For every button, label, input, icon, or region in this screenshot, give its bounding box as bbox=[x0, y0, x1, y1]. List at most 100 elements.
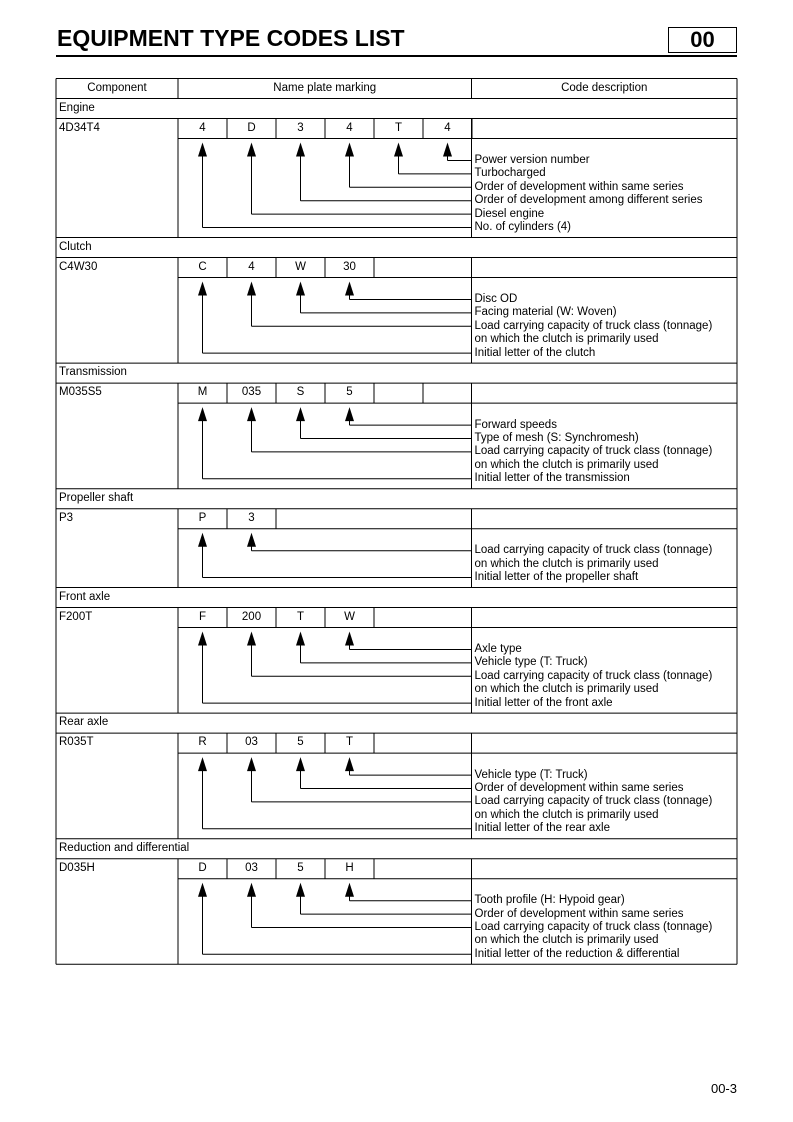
component-model: 4D34T4 bbox=[59, 121, 100, 134]
code-cell: 03 bbox=[245, 736, 258, 749]
code-cell: T bbox=[345, 736, 354, 749]
code-cell: S bbox=[296, 386, 305, 399]
component-model: P3 bbox=[59, 511, 74, 524]
code-description-line: Disc OD bbox=[474, 293, 518, 305]
code-cell: 4 bbox=[199, 121, 206, 134]
code-description-line: on which the clutch is primarily used bbox=[474, 458, 659, 471]
code-cell: D bbox=[247, 121, 256, 134]
arrow-up-icon bbox=[247, 532, 256, 547]
code-description-line: Tooth profile (H: Hypoid gear) bbox=[474, 894, 625, 907]
arrow-up-icon bbox=[198, 142, 207, 157]
arrow-up-icon bbox=[296, 407, 305, 422]
code-description-line: Power version number bbox=[474, 154, 590, 166]
code-cell: 3 bbox=[297, 121, 304, 134]
code-description-line: Order of development within same series bbox=[474, 782, 684, 794]
section-header-engine: Engine bbox=[59, 101, 95, 114]
arrow-up-icon bbox=[296, 882, 305, 897]
code-cell: 4 bbox=[248, 260, 255, 273]
section-header-reduction-and-differential: Reduction and differential bbox=[59, 841, 190, 854]
arrow-up-icon bbox=[198, 407, 207, 422]
component-model: M035S5 bbox=[59, 386, 102, 399]
section-number-box: 00 bbox=[668, 27, 737, 53]
code-description-line: Vehicle type (T: Truck) bbox=[474, 656, 588, 669]
arrow-up-icon bbox=[296, 757, 305, 772]
code-cell: 5 bbox=[346, 386, 353, 399]
arrow-up-icon bbox=[247, 882, 256, 897]
code-cell: W bbox=[344, 610, 355, 623]
code-description-line: Vehicle type (T: Truck) bbox=[474, 768, 588, 781]
code-cell: F bbox=[198, 610, 207, 623]
arrow-up-icon bbox=[198, 281, 207, 296]
component-model: D035H bbox=[59, 861, 95, 874]
arrow-up-icon bbox=[247, 407, 256, 422]
arrow-up-icon bbox=[247, 281, 256, 296]
code-description-line: on which the clutch is primarily used bbox=[474, 808, 659, 821]
code-description-line: Initial letter of the reduction & differ… bbox=[474, 947, 680, 960]
code-cell: W bbox=[295, 260, 306, 273]
code-cell: 5 bbox=[297, 861, 304, 874]
arrow-up-icon bbox=[345, 631, 354, 646]
code-description-line: Load carrying capacity of truck class (t… bbox=[474, 445, 713, 458]
code-description-line: No. of cylinders (4) bbox=[474, 221, 572, 233]
column-header: Name plate marking bbox=[273, 81, 377, 94]
code-cell: H bbox=[345, 861, 354, 874]
code-cell: 4 bbox=[346, 121, 353, 134]
arrow-up-icon bbox=[394, 142, 403, 157]
arrow-up-icon bbox=[296, 631, 305, 646]
code-cell: M bbox=[197, 386, 208, 399]
section-header-front-axle: Front axle bbox=[59, 590, 111, 603]
component-model: F200T bbox=[59, 610, 93, 623]
code-description-line: Load carrying capacity of truck class (t… bbox=[474, 544, 713, 557]
section-header-propeller-shaft: Propeller shaft bbox=[59, 491, 134, 504]
arrow-up-icon bbox=[247, 631, 256, 646]
column-header: Code description bbox=[561, 81, 648, 94]
arrow-up-icon bbox=[198, 532, 207, 547]
arrow-up-icon bbox=[198, 757, 207, 772]
code-description-line: on which the clutch is primarily used bbox=[474, 333, 659, 346]
code-cell: 200 bbox=[241, 610, 262, 623]
code-description-line: Load carrying capacity of truck class (t… bbox=[474, 921, 713, 933]
code-description-line: Initial letter of the front axle bbox=[474, 696, 613, 709]
code-description-line: Initial letter of the clutch bbox=[474, 346, 596, 359]
component-model: C4W30 bbox=[59, 260, 98, 273]
code-description-line: Load carrying capacity of truck class (t… bbox=[474, 795, 713, 808]
code-cell: R bbox=[198, 736, 207, 749]
code-description-line: Diesel engine bbox=[474, 207, 545, 220]
title-rule bbox=[56, 55, 737, 57]
arrow-up-icon bbox=[198, 631, 207, 646]
code-cell: 30 bbox=[343, 260, 356, 273]
code-description-line: Facing material (W: Woven) bbox=[474, 306, 617, 319]
code-cell: D bbox=[198, 861, 207, 874]
arrow-up-icon bbox=[296, 281, 305, 296]
section-header-transmission: Transmission bbox=[59, 366, 127, 379]
arrow-up-icon bbox=[345, 142, 354, 157]
code-cell: 5 bbox=[297, 736, 304, 749]
arrow-up-icon bbox=[345, 882, 354, 897]
arrow-up-icon bbox=[247, 142, 256, 157]
code-description-line: on which the clutch is primarily used bbox=[474, 934, 659, 947]
code-description-line: Order of development among different ser… bbox=[474, 194, 703, 207]
code-cell: P bbox=[198, 511, 207, 524]
code-description-line: Order of development within same series bbox=[474, 180, 684, 193]
code-description-line: on which the clutch is primarily used bbox=[474, 557, 659, 570]
code-description-line: Forward speeds bbox=[474, 418, 557, 431]
arrow-up-icon bbox=[296, 142, 305, 157]
code-description-line: Turbocharged bbox=[474, 167, 546, 180]
code-description-line: Initial letter of the rear axle bbox=[474, 822, 611, 835]
code-description-line: Initial letter of the propeller shaft bbox=[474, 571, 639, 583]
code-cell: T bbox=[296, 610, 305, 623]
arrow-up-icon bbox=[443, 142, 452, 157]
code-cell: 035 bbox=[241, 386, 262, 399]
code-description-line: on which the clutch is primarily used bbox=[474, 683, 659, 696]
code-description-line: Load carrying capacity of truck class (t… bbox=[474, 669, 713, 682]
code-cell: 03 bbox=[245, 861, 258, 874]
section-header-clutch: Clutch bbox=[59, 240, 92, 253]
code-cell: 4 bbox=[444, 121, 451, 134]
code-description-line: Load carrying capacity of truck class (t… bbox=[474, 319, 713, 332]
code-description-line: Type of mesh (S: Synchromesh) bbox=[474, 432, 639, 444]
section-header-rear-axle: Rear axle bbox=[59, 716, 109, 729]
arrow-up-icon bbox=[198, 882, 207, 897]
code-cell: T bbox=[394, 121, 403, 134]
code-cell: C bbox=[198, 260, 207, 273]
